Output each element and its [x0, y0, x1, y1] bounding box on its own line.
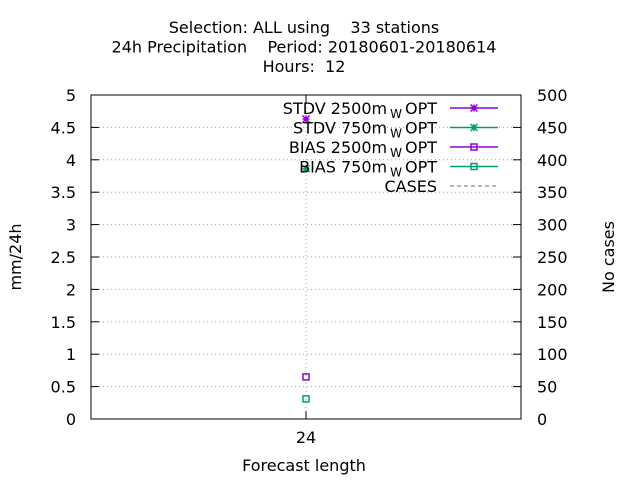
y2-tick-label: 400 — [537, 151, 568, 170]
data-point — [302, 373, 310, 381]
data-point — [301, 114, 311, 124]
y-tick-label: 2 — [66, 280, 76, 299]
y2-tick-label: 100 — [537, 345, 568, 364]
y2-tick-label: 250 — [537, 248, 568, 267]
x-axis: 24 — [296, 95, 316, 447]
y-tick-label: 1 — [66, 345, 76, 364]
legend-marker — [470, 162, 478, 171]
legend-label: BIAS 750m W OPT — [299, 158, 437, 180]
y-tick-label: 3.5 — [51, 183, 76, 202]
legend-marker — [470, 143, 478, 151]
legend-label: STDV 2500m W OPT — [283, 99, 437, 121]
chart-title-line: 24h Precipitation Period: 20180601-20180… — [112, 38, 497, 57]
y-tick-label: 0 — [66, 410, 76, 429]
legend-label: STDV 750m W OPT — [293, 119, 437, 141]
y-axis-label: mm/24h — [6, 223, 25, 290]
y2-tick-label: 500 — [537, 86, 568, 105]
legend-marker — [469, 103, 479, 113]
y-tick-label: 5 — [66, 86, 76, 105]
y2-tick-label: 450 — [537, 118, 568, 137]
y-tick-label: 4 — [66, 151, 76, 170]
y-tick-label: 4.5 — [51, 118, 76, 137]
y2-tick-label: 150 — [537, 313, 568, 332]
y2-tick-label: 200 — [537, 280, 568, 299]
y2-tick-label: 300 — [537, 216, 568, 235]
y-tick-label: 0.5 — [51, 378, 76, 397]
data-point — [301, 164, 311, 173]
data-point — [302, 395, 310, 403]
y-tick-label: 3 — [66, 216, 76, 235]
legend-label: BIAS 2500m W OPT — [289, 138, 437, 160]
y2-axis: 0 50 100 150 200 250 300 350 400 450 500 — [513, 86, 568, 429]
x-tick-label: 24 — [296, 428, 316, 447]
y-tick-label: 2.5 — [51, 248, 76, 267]
y-axis: 0 0.5 1 1.5 2 2.5 3 3.5 4 4.5 5 — [51, 86, 99, 429]
y2-tick-label: 0 — [537, 410, 547, 429]
y2-tick-label: 50 — [537, 378, 557, 397]
chart-title-line: Hours: 12 — [263, 57, 346, 76]
x-axis-label: Forecast length — [242, 456, 366, 475]
y-tick-label: 1.5 — [51, 313, 76, 332]
legend-marker — [469, 123, 479, 132]
y2-axis-label: No cases — [599, 221, 618, 293]
y2-tick-label: 350 — [537, 183, 568, 202]
chart-title-line: Selection: ALL using 33 stations — [169, 18, 439, 37]
data-points — [301, 114, 311, 403]
legend-label: CASES — [384, 177, 437, 196]
